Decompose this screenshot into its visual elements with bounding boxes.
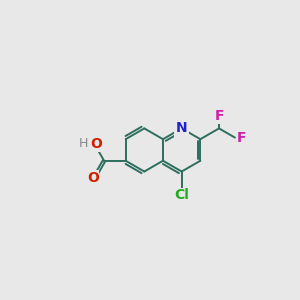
Text: F: F	[214, 109, 224, 123]
Text: N: N	[176, 122, 188, 135]
Text: O: O	[90, 137, 102, 151]
Text: H: H	[79, 137, 88, 150]
Text: Cl: Cl	[174, 188, 189, 202]
Text: O: O	[87, 170, 99, 184]
Text: F: F	[236, 130, 246, 145]
